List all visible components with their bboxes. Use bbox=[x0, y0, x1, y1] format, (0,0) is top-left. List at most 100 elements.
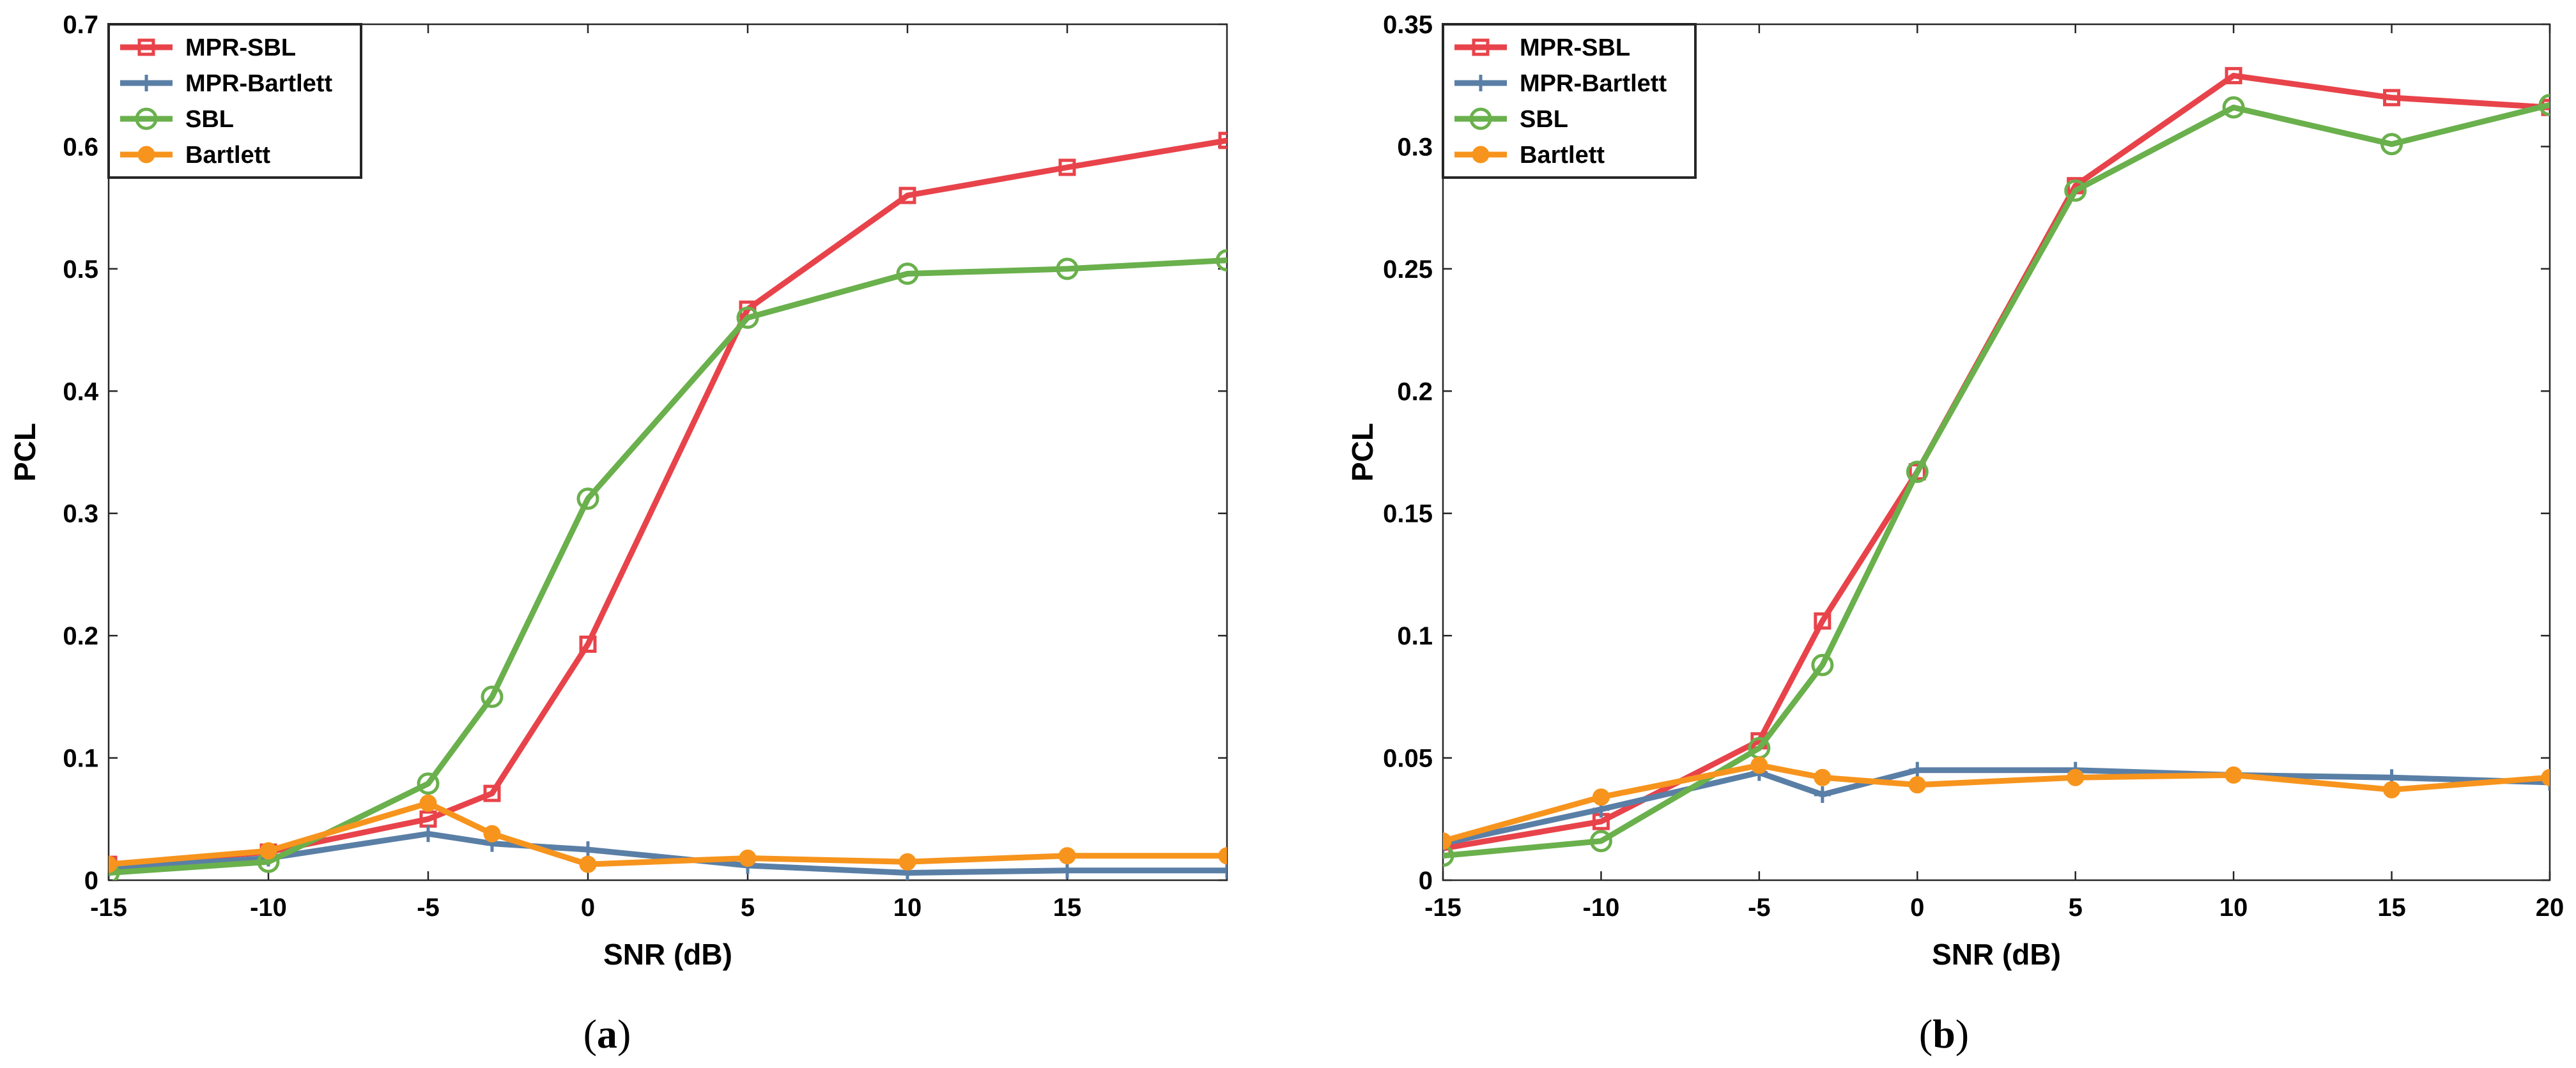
y-tick-label: 0 bbox=[1419, 867, 1433, 895]
x-tick-label: 10 bbox=[2219, 894, 2248, 922]
legend-label-sbl: SBL bbox=[185, 106, 234, 133]
data-point-sbl bbox=[896, 263, 919, 286]
data-point-mpr-sbl bbox=[899, 187, 916, 204]
x-tick-label: 0 bbox=[1910, 894, 1924, 922]
data-point-mpr-bartlett bbox=[1059, 862, 1076, 879]
data-point-mpr-sbl bbox=[1058, 158, 1076, 176]
data-point-sbl bbox=[2222, 96, 2245, 119]
data-point-bartlett-spokes bbox=[1750, 757, 1768, 774]
legend-label-sbl: SBL bbox=[1520, 106, 1568, 133]
y-tick-label: 0.3 bbox=[63, 500, 98, 528]
series-bartlett bbox=[1443, 756, 2550, 850]
data-point-mpr-bartlett bbox=[1909, 761, 1926, 779]
data-point-mpr-bartlett bbox=[420, 825, 436, 843]
x-tick-label: -10 bbox=[1583, 894, 1620, 922]
data-point-bartlett-spokes bbox=[1593, 788, 1610, 805]
data-point-mpr-sbl bbox=[1814, 612, 1832, 630]
caption-letter: b bbox=[1932, 1011, 1955, 1057]
caption-letter: a bbox=[597, 1011, 617, 1057]
legend-label-bartlett: Bartlett bbox=[1520, 142, 1605, 169]
y-tick-label: 0 bbox=[84, 867, 98, 895]
legend-label-mpr-bartlett: MPR-Bartlett bbox=[1520, 70, 1667, 97]
legend: MPR-SBL MPR-Bartlett SBL Bartlett bbox=[1442, 23, 1697, 179]
y-tick-label: 0.1 bbox=[1397, 622, 1433, 650]
legend-label-mpr-sbl: MPR-SBL bbox=[185, 34, 296, 61]
caption-open-paren: ( bbox=[1919, 1011, 1932, 1057]
y-tick-label: 0.6 bbox=[63, 133, 98, 161]
x-tick-label: 10 bbox=[893, 894, 922, 922]
data-point-sbl bbox=[1906, 461, 1929, 484]
y-tick-label: 0.2 bbox=[63, 622, 98, 650]
chart-panel-b: 0 0.05 0.1 0.15 0.2 0.25 0.3 0.35 -15 -10 -5 0 5 10 15… bbox=[1346, 11, 2564, 1057]
data-point-mpr-sbl bbox=[2225, 66, 2242, 84]
data-point-bartlett-spokes bbox=[2225, 767, 2242, 784]
x-axis-title: SNR (dB) bbox=[1932, 938, 2061, 971]
x-tick-label: 5 bbox=[741, 894, 755, 922]
data-point-bartlett-spokes bbox=[1814, 769, 1831, 786]
x-tick-label: 0 bbox=[581, 894, 595, 922]
series-sbl bbox=[1443, 93, 2550, 867]
x-tick-label: -5 bbox=[417, 894, 440, 922]
legend-label-mpr-bartlett: MPR-Bartlett bbox=[185, 70, 332, 97]
x-axis-title: SNR (dB) bbox=[603, 938, 732, 971]
y-tick-label: 0.1 bbox=[63, 745, 98, 773]
figure-caption: (b) bbox=[1919, 1011, 1969, 1057]
data-point-sbl bbox=[1056, 257, 1079, 280]
data-point-sbl bbox=[1443, 844, 1454, 867]
data-point-bartlett-spokes bbox=[1059, 847, 1076, 864]
data-point-bartlett-spokes bbox=[260, 843, 277, 860]
data-point-sbl bbox=[1215, 248, 1227, 271]
x-tick-label: -15 bbox=[90, 894, 127, 922]
data-point-bartlett-spokes bbox=[1909, 776, 1926, 793]
data-point-sbl bbox=[2538, 93, 2550, 116]
legend-marker-mpr-bartlett bbox=[138, 75, 155, 91]
data-point-mpr-sbl bbox=[1908, 463, 1926, 481]
y-tick-label: 0.3 bbox=[1397, 133, 1433, 161]
data-point-mpr-sbl bbox=[1218, 132, 1227, 149]
data-point-sbl bbox=[1589, 830, 1612, 853]
legend-label-bartlett: Bartlett bbox=[185, 142, 270, 169]
data-point-bartlett-spokes bbox=[420, 795, 436, 812]
legend-marker-bartlett-spokes bbox=[1472, 146, 1489, 163]
legend-marker-mpr-bartlett bbox=[1472, 75, 1489, 91]
legend-marker-sbl bbox=[135, 107, 158, 130]
x-tick-label: 5 bbox=[2069, 894, 2083, 922]
series-layer bbox=[109, 132, 1227, 880]
data-point-sbl bbox=[417, 772, 440, 795]
series-bartlett bbox=[109, 794, 1227, 873]
legend-marker-mpr-sbl bbox=[1472, 38, 1490, 56]
data-point-bartlett-spokes bbox=[484, 825, 500, 843]
series-layer bbox=[1443, 66, 2550, 867]
data-point-mpr-bartlett bbox=[580, 841, 596, 858]
data-point-bartlett-spokes bbox=[2067, 769, 2084, 786]
x-tick-label: 15 bbox=[2377, 894, 2406, 922]
legend-label-mpr-sbl: MPR-SBL bbox=[1520, 34, 1630, 61]
figure-caption: (a) bbox=[583, 1011, 631, 1057]
data-point-mpr-sbl bbox=[483, 784, 501, 802]
y-tick-label: 0.5 bbox=[63, 256, 98, 284]
legend-marker-sbl bbox=[1469, 107, 1492, 130]
y-tick-label: 0.35 bbox=[1383, 11, 1433, 39]
data-point-bartlett-spokes bbox=[899, 853, 916, 871]
caption-open-paren: ( bbox=[583, 1011, 597, 1057]
legend-marker-mpr-sbl bbox=[137, 38, 155, 56]
legend: MPR-SBL MPR-Bartlett SBL Bartlett bbox=[107, 23, 362, 179]
y-tick-label: 0.4 bbox=[63, 378, 98, 406]
data-point-mpr-sbl bbox=[2383, 89, 2401, 107]
caption-close-paren: ) bbox=[617, 1011, 631, 1057]
data-point-sbl bbox=[109, 862, 120, 880]
series-line-sbl bbox=[1443, 102, 2550, 859]
data-point-bartlett-spokes bbox=[580, 856, 596, 873]
data-point-bartlett-spokes bbox=[739, 850, 756, 867]
data-point-sbl bbox=[736, 306, 759, 329]
x-tick-label: 20 bbox=[2536, 894, 2564, 922]
data-point-mpr-sbl bbox=[579, 636, 597, 653]
y-tick-label: 0.15 bbox=[1383, 500, 1433, 528]
data-point-sbl bbox=[481, 685, 504, 708]
x-tick-label: -15 bbox=[1424, 894, 1462, 922]
x-tick-label: 15 bbox=[1053, 894, 1082, 922]
y-axis-title: PCL bbox=[1346, 423, 1379, 482]
y-tick-label: 0.7 bbox=[63, 11, 98, 39]
x-tick-label: -5 bbox=[1748, 894, 1771, 922]
data-point-sbl bbox=[576, 487, 599, 510]
